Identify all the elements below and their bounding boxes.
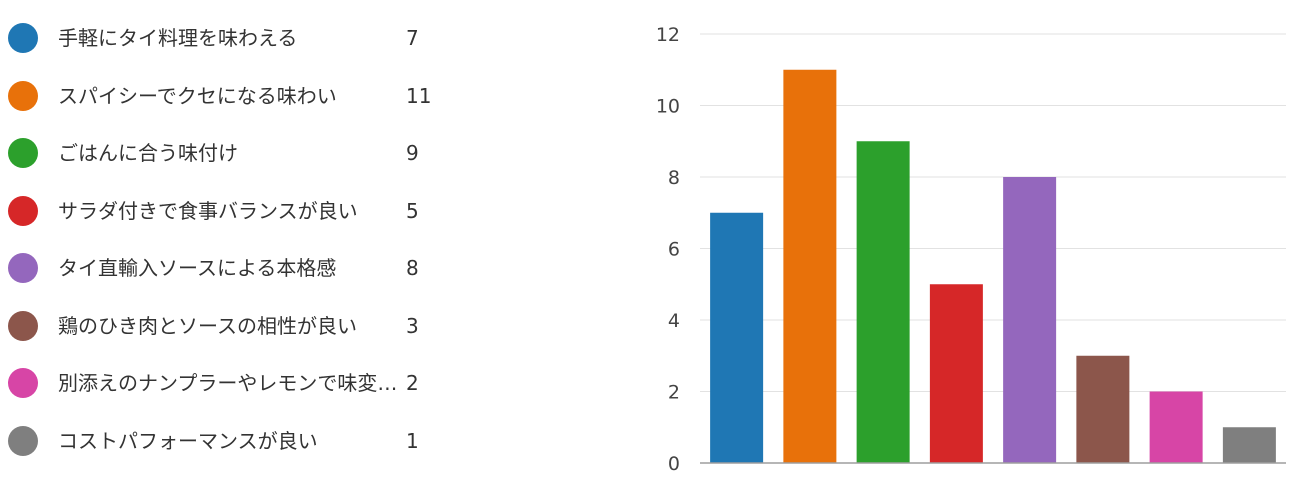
legend-label: タイ直輸入ソースによる本格感	[58, 256, 337, 280]
legend-count: 7	[406, 26, 419, 50]
legend-label: 鶏のひき肉とソースの相性が良い	[58, 313, 357, 338]
bar	[1076, 355, 1130, 463]
legend-item: コストパフォーマンスが良い 1	[0, 421, 460, 461]
legend-count: 8	[406, 256, 419, 280]
bar	[710, 212, 764, 463]
legend-color-dot	[8, 195, 38, 226]
bar	[929, 284, 983, 463]
y-tick-label: 6	[668, 239, 680, 261]
legend-label: 別添えのナンプラーやレモンで味変が…	[58, 371, 398, 395]
bar	[1003, 177, 1057, 463]
y-tick-label: 10	[656, 96, 680, 118]
legend-count: 9	[406, 141, 419, 165]
y-tick-label: 8	[668, 167, 680, 189]
legend-color-dot	[8, 80, 38, 111]
legend-label: ごはんに合う味付け	[58, 141, 238, 165]
legend-count: 11	[406, 83, 432, 108]
bars	[710, 69, 1276, 463]
y-tick-label: 2	[668, 382, 680, 404]
legend-item: 手軽にタイ料理を味わえる 7	[0, 18, 460, 58]
legend-count: 5	[406, 198, 419, 223]
legend-color-dot	[8, 310, 38, 341]
y-tick-label: 4	[668, 310, 680, 332]
legend-item: スパイシーでクセになる味わい 11	[0, 76, 460, 116]
bar	[1149, 391, 1203, 463]
legend-item: タイ直輸入ソースによる本格感 8	[0, 248, 460, 288]
legend-color-dot	[8, 253, 38, 283]
legend-color-dot	[8, 425, 38, 456]
bar	[856, 141, 910, 463]
bar-chart: 0 2 4 6 8 10 12	[656, 24, 1286, 475]
legend-color-dot	[8, 138, 38, 168]
legend-color-dot	[8, 368, 38, 398]
bar	[1222, 427, 1276, 463]
legend-item: サラダ付きで食事バランスが良い 5	[0, 191, 460, 231]
legend-count: 2	[406, 371, 419, 395]
legend-item: 別添えのナンプラーやレモンで味変が… 2	[0, 363, 460, 403]
legend-label: スパイシーでクセになる味わい	[58, 83, 337, 108]
legend-item: 鶏のひき肉とソースの相性が良い 3	[0, 306, 460, 346]
bar	[783, 69, 837, 463]
legend-count: 1	[406, 428, 419, 453]
y-tick-label: 0	[668, 453, 680, 475]
y-tick-label: 12	[656, 24, 680, 46]
legend-count: 3	[406, 313, 419, 338]
legend-item: ごはんに合う味付け 9	[0, 133, 460, 173]
legend-label: コストパフォーマンスが良い	[58, 428, 318, 453]
legend: 手軽にタイ料理を味わえる 7 スパイシーでクセになる味わい 11 ごはんに合う味付け 9 サ…	[0, 0, 460, 482]
legend-label: 手軽にタイ料理を味わえる	[58, 26, 298, 50]
legend-label: サラダ付きで食事バランスが良い	[58, 198, 358, 223]
y-axis-ticks: 0 2 4 6 8 10 12	[656, 24, 680, 475]
legend-color-dot	[8, 23, 38, 53]
